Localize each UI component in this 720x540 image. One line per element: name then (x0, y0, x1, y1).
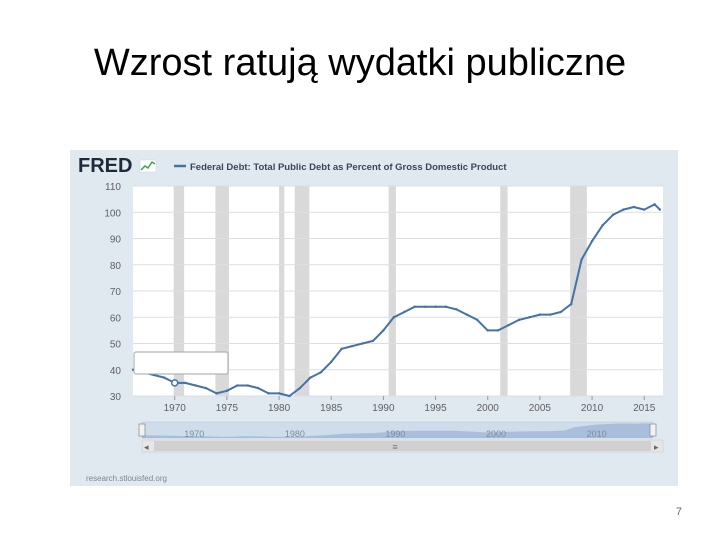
data-point (309, 376, 312, 379)
data-point (163, 376, 166, 379)
navigator-tick-label: 1990 (385, 429, 405, 439)
data-point (632, 205, 635, 209)
x-tick-label: 2005 (529, 403, 552, 414)
y-tick-label: 30 (110, 392, 122, 403)
data-point (267, 392, 270, 395)
y-tick-label: 60 (110, 313, 122, 324)
range-scrollbar[interactable] (141, 439, 664, 453)
data-point (455, 308, 458, 311)
data-point (559, 310, 562, 314)
data-point (486, 329, 489, 332)
y-tick-label: 100 (104, 208, 121, 219)
data-point (225, 389, 229, 392)
data-point (517, 318, 521, 322)
data-point (590, 239, 594, 243)
scroll-left-arrow[interactable]: ◂ (144, 442, 149, 452)
data-point (330, 360, 333, 364)
series-line[interactable] (132, 203, 661, 397)
data-point (298, 386, 302, 390)
y-tick-label: 90 (110, 235, 122, 246)
data-point (580, 258, 583, 261)
data-point (319, 371, 322, 374)
data-point (465, 313, 469, 316)
data-point (371, 339, 375, 343)
data-point (403, 310, 406, 314)
fred-logo: FRED (78, 155, 132, 177)
y-tick-label: 40 (110, 366, 122, 377)
source-link[interactable]: research.stlouisfed.org (86, 474, 167, 483)
fred-chart-panel: 30 40 50 60 70 80 90 100 110 1970 1975 1980 1985 199… (70, 150, 678, 486)
data-point (350, 344, 354, 348)
fred-chart[interactable]: 30 40 50 60 70 80 90 100 110 1970 1975 1980 1985 199… (70, 150, 678, 486)
tooltip-box (133, 351, 229, 375)
navigator-handle-left[interactable] (138, 423, 146, 437)
data-point (538, 313, 542, 316)
navigator-tick-label: 1970 (184, 429, 204, 439)
navigator-series (142, 423, 653, 438)
hover-point (170, 379, 179, 387)
data-point (413, 305, 416, 308)
data-point (236, 384, 239, 387)
data-point (392, 316, 396, 319)
x-tick-label: 1990 (372, 403, 395, 414)
data-point (204, 386, 208, 390)
data-point (256, 386, 260, 390)
y-tick-label: 80 (110, 261, 122, 272)
navigator-ticks: 1970 1980 1990 2000 2010 (184, 429, 606, 439)
data-point (434, 305, 437, 308)
data-point (528, 316, 531, 319)
data-point (611, 213, 615, 217)
data-point (215, 392, 218, 395)
x-tick-label: 1970 (164, 403, 187, 414)
data-point (382, 329, 385, 332)
x-tick-label: 2015 (633, 403, 656, 414)
x-tick-label: 1980 (268, 403, 291, 414)
y-tick-label: 110 (105, 182, 121, 193)
x-tick-label: 1975 (216, 403, 239, 414)
navigator-tick-label: 2000 (486, 429, 506, 439)
y-tick-label: 50 (110, 340, 122, 351)
fred-graph-icon (139, 159, 157, 173)
legend-label[interactable]: Federal Debt: Total Public Debt as Perce… (190, 162, 507, 173)
slide-title: Wzrost ratują wydatki publiczne (93, 42, 627, 84)
data-point (653, 203, 656, 206)
data-point (183, 381, 187, 385)
y-axis-ticks: 30 40 50 60 70 80 90 100 110 (104, 182, 121, 403)
data-point (601, 224, 604, 227)
data-point (496, 329, 500, 332)
data-point (549, 313, 552, 316)
data-point (246, 384, 249, 387)
navigator-tick-label: 2010 (587, 429, 607, 439)
data-point (622, 208, 625, 211)
data-point (507, 323, 510, 327)
x-tick-label: 2010 (581, 403, 604, 414)
x-tick-label: 1995 (424, 403, 447, 414)
data-point (423, 305, 427, 308)
y-tick-label: 70 (110, 287, 122, 298)
x-tick-label: 1985 (320, 403, 343, 414)
data-point (569, 302, 573, 306)
scrollbar-thumb[interactable] (154, 441, 651, 451)
data-point (476, 318, 479, 322)
data-point (194, 384, 197, 387)
navigator-handle-right[interactable] (649, 423, 657, 437)
data-point (340, 347, 343, 350)
data-point (288, 394, 291, 398)
x-tick-label: 2000 (477, 403, 500, 414)
series-points (131, 203, 662, 398)
data-point (643, 208, 646, 211)
scrollbar-grip-icon[interactable]: ≡ (392, 442, 397, 452)
slide-page-number: 7 (675, 506, 682, 518)
data-point (658, 208, 662, 211)
navigator-tick-label: 1980 (285, 429, 305, 439)
gridlines (133, 185, 663, 397)
data-point (361, 342, 364, 345)
x-axis-ticks: 1970 1975 1980 1985 1990 1995 2000 2005 2010 2015 (164, 396, 656, 414)
scroll-right-arrow[interactable]: ▸ (654, 442, 659, 452)
data-point (444, 305, 448, 308)
data-point (277, 392, 281, 395)
